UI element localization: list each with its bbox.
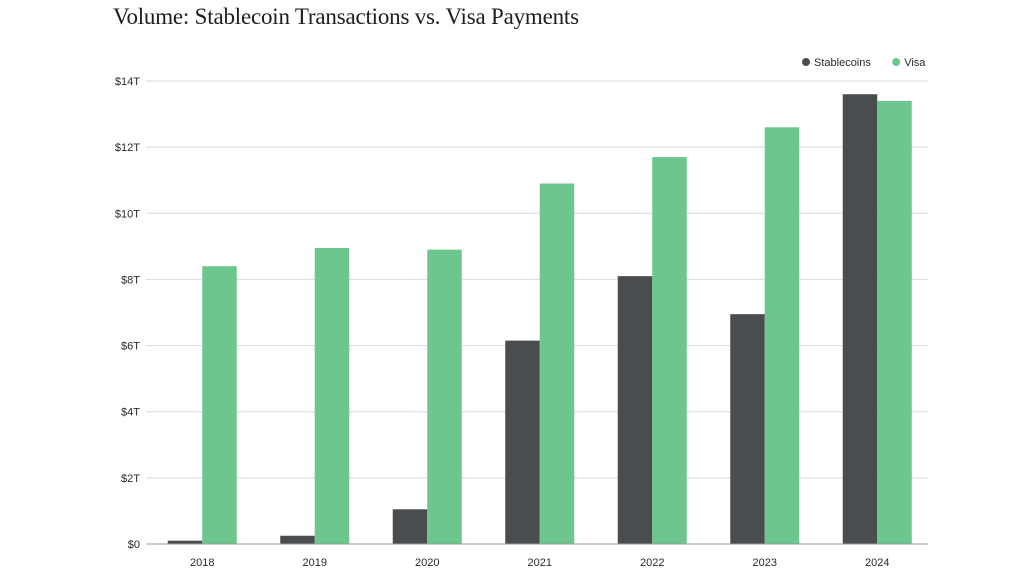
y-axis-ticks: $0 $2T $4T $6T $8T $10T $12T $14T (115, 76, 140, 551)
x-tick-label: 2024 (865, 557, 889, 569)
y-tick-label: $14T (115, 76, 140, 88)
bar-stablecoins-2022 (617, 276, 653, 544)
bar-visa-2021 (539, 183, 575, 544)
y-tick-label: $8T (121, 274, 140, 286)
bar-visa-2023 (764, 127, 800, 545)
y-tick-label: $0 (128, 539, 140, 551)
chart-title: Volume: Stablecoin Transactions vs. Visa… (113, 4, 579, 29)
bar-visa-2019 (314, 248, 350, 544)
x-tick-label: 2018 (190, 557, 214, 569)
bar-visa-2024 (877, 100, 912, 544)
bars (167, 94, 912, 545)
bar-stablecoins-2019 (280, 535, 315, 544)
bar-visa-2018 (202, 266, 237, 544)
legend-label-visa: Visa (904, 57, 926, 69)
y-tick-label: $12T (115, 142, 140, 154)
y-tick-label: $4T (121, 407, 140, 419)
x-tick-label: 2023 (753, 557, 777, 569)
y-tick-label: $2T (121, 473, 140, 485)
x-tick-label: 2021 (528, 557, 552, 569)
legend-swatch-stablecoins (802, 58, 810, 66)
bar-visa-2022 (652, 157, 687, 545)
bar-stablecoins-2020 (392, 509, 428, 544)
bar-stablecoins-2021 (505, 340, 540, 544)
x-tick-label: 2022 (640, 557, 664, 569)
legend-swatch-visa (892, 58, 901, 66)
bar-stablecoins-2023 (730, 314, 765, 544)
bar-stablecoins-2024 (842, 94, 878, 544)
x-tick-label: 2019 (303, 557, 327, 569)
y-tick-label: $10T (115, 208, 140, 220)
legend-label-stablecoins: Stablecoins (814, 57, 871, 69)
y-tick-label: $6T (121, 341, 140, 353)
bar-stablecoins-2018 (167, 540, 203, 544)
bar-visa-2020 (427, 249, 462, 544)
x-tick-label: 2020 (415, 557, 439, 569)
x-axis-ticks: 2018 2019 2020 2021 2022 2023 2024 (190, 557, 889, 569)
legend: Stablecoins Visa (802, 57, 926, 69)
